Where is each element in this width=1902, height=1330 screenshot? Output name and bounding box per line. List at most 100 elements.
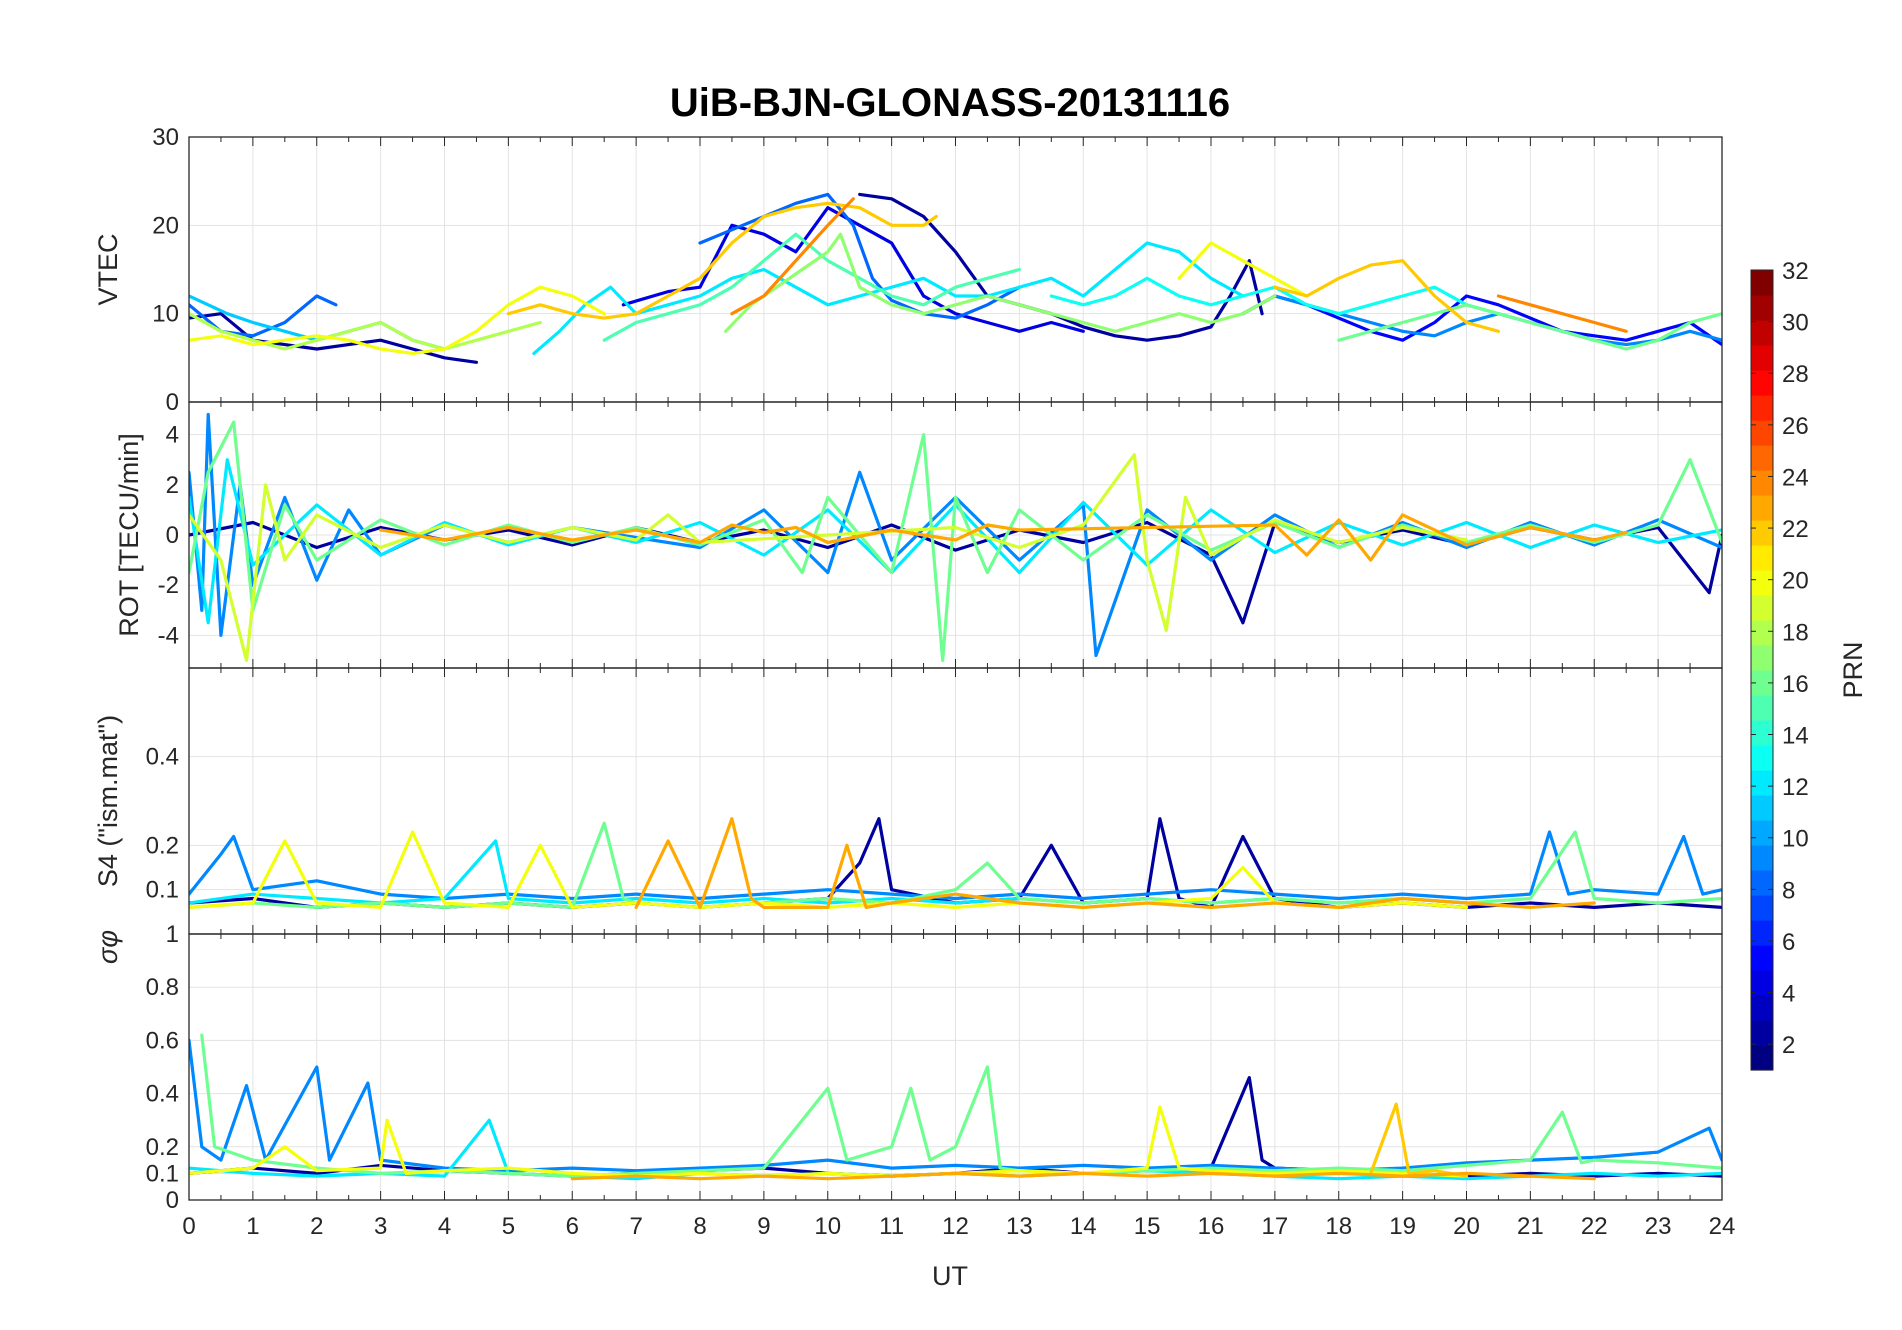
series-prn-23 xyxy=(570,1171,1596,1181)
series-prn-23 xyxy=(379,513,1628,562)
colorbar-level xyxy=(1751,420,1773,446)
y-tick-label: 0.4 xyxy=(146,744,179,771)
colorbar-frame xyxy=(1750,269,1774,1071)
series-prn-8 xyxy=(698,192,1021,320)
y-tick-label: 0 xyxy=(166,389,179,416)
colorbar-level xyxy=(1751,970,1773,996)
series-prn-16 xyxy=(200,1033,1722,1178)
y-axis-label: ROT [TECU/min] xyxy=(114,433,144,637)
x-tick-label: 23 xyxy=(1645,1213,1672,1240)
series-prn-20 xyxy=(189,830,1469,909)
y-axis-label: σφ xyxy=(93,930,123,964)
colorbar-tick-label: 32 xyxy=(1782,258,1809,285)
series-group xyxy=(189,817,1722,909)
colorbar-level xyxy=(1751,520,1773,546)
y-tick-label: 0.1 xyxy=(146,877,179,904)
x-tick-label: 5 xyxy=(502,1213,515,1240)
colorbar-level xyxy=(1751,620,1773,646)
series-prn-20 xyxy=(1177,241,1309,298)
series-prn-9 xyxy=(189,830,1722,901)
series-prn-22 xyxy=(1369,1102,1469,1178)
colorbar-level xyxy=(1751,770,1773,796)
colorbar-tick-label: 8 xyxy=(1782,877,1795,904)
x-tick-label: 21 xyxy=(1517,1213,1544,1240)
colorbar-level xyxy=(1751,870,1773,896)
panel-vtec: 0 10 20 30 VTEC xyxy=(93,124,1723,416)
colorbar-tick-label: 24 xyxy=(1782,464,1809,491)
x-tick-label: 4 xyxy=(438,1213,451,1240)
x-tick-label: 14 xyxy=(1070,1213,1097,1240)
colorbar-tick-label: 14 xyxy=(1782,723,1809,750)
y-tick-label: 1 xyxy=(166,921,179,948)
chart-title: UiB-BJN-GLONASS-20131116 xyxy=(670,81,1230,125)
series-prn-9 xyxy=(189,1038,1722,1173)
y-tick-label: 4 xyxy=(166,422,179,449)
colorbar-level xyxy=(1751,270,1773,296)
x-tick-label: 8 xyxy=(693,1213,706,1240)
x-tick-label: 7 xyxy=(629,1213,642,1240)
y-tick-label: 0 xyxy=(166,1187,179,1214)
x-tick-label: 17 xyxy=(1262,1213,1289,1240)
x-tick-label: 1 xyxy=(246,1213,259,1240)
colorbar-level xyxy=(1751,295,1773,321)
series-prn-16 xyxy=(1337,303,1722,351)
x-tick-label: 18 xyxy=(1325,1213,1352,1240)
colorbar-level xyxy=(1751,1045,1773,1071)
y-tick-label: 0.8 xyxy=(146,974,179,1001)
series-group xyxy=(189,412,1722,663)
x-tick-label: 9 xyxy=(757,1213,770,1240)
x-tick-label: 16 xyxy=(1198,1213,1225,1240)
colorbar-level xyxy=(1751,570,1773,596)
colorbar-label: PRN xyxy=(1838,641,1868,698)
panel-s4: 0.1 0.2 0.4 S4 ("ism.mat") xyxy=(93,667,1723,935)
series-prn-2 xyxy=(189,312,478,364)
colorbar-level xyxy=(1751,645,1773,671)
y-tick-label: 0 xyxy=(166,522,179,549)
x-tick-label: 22 xyxy=(1581,1213,1608,1240)
series-prn-17 xyxy=(724,232,1277,333)
series-prn-24 xyxy=(730,197,855,316)
series-prn-18 xyxy=(189,312,542,351)
y-tick-label: 2 xyxy=(166,472,179,499)
colorbar-level xyxy=(1751,895,1773,921)
y-tick-label: 0.2 xyxy=(146,1134,179,1161)
y-tick-label: 0.6 xyxy=(146,1027,179,1054)
colorbar-tick-label: 30 xyxy=(1782,310,1809,337)
x-tick-label: 2 xyxy=(310,1213,323,1240)
colorbar-tick-label: 2 xyxy=(1782,1032,1795,1059)
colorbar-level xyxy=(1751,320,1773,346)
series-group xyxy=(189,192,1722,364)
series-prn-15 xyxy=(602,232,1021,342)
x-tick-label: 10 xyxy=(814,1213,841,1240)
colorbar-level xyxy=(1751,545,1773,571)
y-tick-label: 20 xyxy=(152,212,179,239)
colorbar-level xyxy=(1751,695,1773,721)
panel-rot: -4 -2 0 2 4 ROT [TECU/min] xyxy=(114,401,1723,669)
colorbar-level xyxy=(1751,745,1773,771)
colorbar-tick-label: 16 xyxy=(1782,671,1809,698)
colorbar-tick-label: 6 xyxy=(1782,929,1795,956)
x-tick-label: 0 xyxy=(182,1213,195,1240)
colorbar-level xyxy=(1751,820,1773,846)
x-tick-label: 12 xyxy=(942,1213,969,1240)
x-tick-label: 19 xyxy=(1389,1213,1416,1240)
x-tick-label: 20 xyxy=(1453,1213,1480,1240)
colorbar-level xyxy=(1751,720,1773,746)
colorbar-level xyxy=(1751,945,1773,971)
series-prn-20 xyxy=(189,285,606,355)
colorbar-level xyxy=(1751,845,1773,871)
colorbar-tick-label: 26 xyxy=(1782,413,1809,440)
x-tick-label: 6 xyxy=(566,1213,579,1240)
y-tick-label: -2 xyxy=(158,572,179,599)
y-tick-label: 0.4 xyxy=(146,1081,179,1108)
series-prn-22 xyxy=(1273,259,1500,333)
series-prn-20 xyxy=(189,1105,1469,1178)
x-axis-label: UT xyxy=(932,1261,968,1291)
colorbar-tick-label: 22 xyxy=(1782,516,1809,543)
y-tick-label: -4 xyxy=(158,622,179,649)
series-prn-2 xyxy=(858,192,1264,342)
colorbar-tick-label: 10 xyxy=(1782,826,1809,853)
